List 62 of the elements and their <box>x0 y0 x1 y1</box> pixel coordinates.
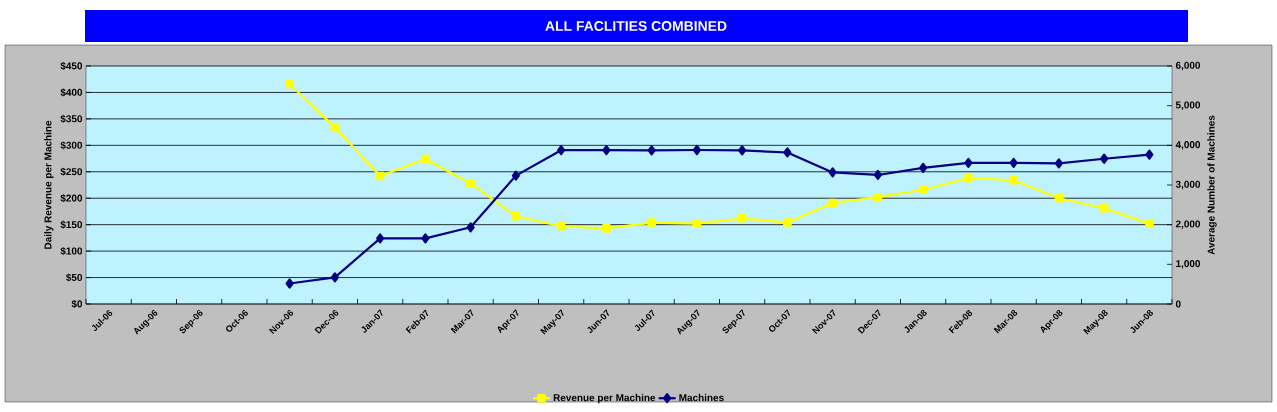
point <box>330 123 340 132</box>
point <box>647 145 656 156</box>
point <box>602 224 611 233</box>
y2-tick-label: 5,000 <box>1175 101 1201 110</box>
y2-tick-label: 1,000 <box>1176 260 1201 269</box>
y-tick-label: $250 <box>60 167 83 176</box>
point <box>1009 175 1018 185</box>
point <box>375 171 385 181</box>
point <box>511 211 521 221</box>
point <box>1009 157 1018 168</box>
point <box>828 167 837 178</box>
point <box>692 219 702 228</box>
legend-label: Machines <box>679 393 724 402</box>
y-tick-label: $150 <box>60 220 83 229</box>
point <box>919 162 928 173</box>
y-tick-label: $100 <box>60 247 83 256</box>
point <box>466 179 475 188</box>
point <box>556 221 566 231</box>
point <box>964 173 973 183</box>
y2-tick-label: 0 <box>1175 300 1181 308</box>
point <box>466 222 475 233</box>
point <box>511 170 520 181</box>
point <box>1054 158 1063 169</box>
y2-tick-label: 4,000 <box>1175 141 1201 150</box>
point <box>918 185 928 195</box>
y-tick-label: $0 <box>71 299 83 309</box>
point <box>1145 219 1154 228</box>
point <box>783 147 792 158</box>
point <box>557 145 566 156</box>
y-tick-label: $350 <box>60 114 83 123</box>
legend-label: Revenue per Machine <box>553 393 656 404</box>
point <box>421 154 430 164</box>
point <box>783 218 792 227</box>
point <box>692 144 701 156</box>
point <box>376 233 385 244</box>
chart-title: ALL FACLITIES COMBINED <box>545 21 727 31</box>
point <box>828 198 837 208</box>
point <box>602 145 611 156</box>
point <box>737 214 747 223</box>
y-tick-label: $400 <box>60 88 83 97</box>
y-tick-label: $450 <box>60 61 83 71</box>
point <box>873 192 883 202</box>
y2-tick-label: 2,000 <box>1175 220 1201 229</box>
point <box>738 145 747 156</box>
point <box>964 157 973 168</box>
y-tick-label: $200 <box>60 194 83 203</box>
y-tick-label: $300 <box>60 141 83 150</box>
point <box>421 233 430 244</box>
point <box>330 272 339 283</box>
point <box>1145 149 1154 160</box>
y-axis-title: Daily Revenue per Machine <box>44 120 54 249</box>
y2-tick-label: 3,000 <box>1175 180 1201 190</box>
point <box>285 79 294 89</box>
y-tick-label: $50 <box>65 273 83 282</box>
y2-axis-title: Average Number of Machines <box>1207 115 1217 255</box>
point <box>285 278 294 289</box>
point <box>873 169 882 181</box>
point <box>1099 203 1109 213</box>
point <box>647 218 656 227</box>
point <box>1100 153 1109 164</box>
y2-tick-label: 6,000 <box>1175 61 1201 71</box>
point <box>1054 193 1064 203</box>
